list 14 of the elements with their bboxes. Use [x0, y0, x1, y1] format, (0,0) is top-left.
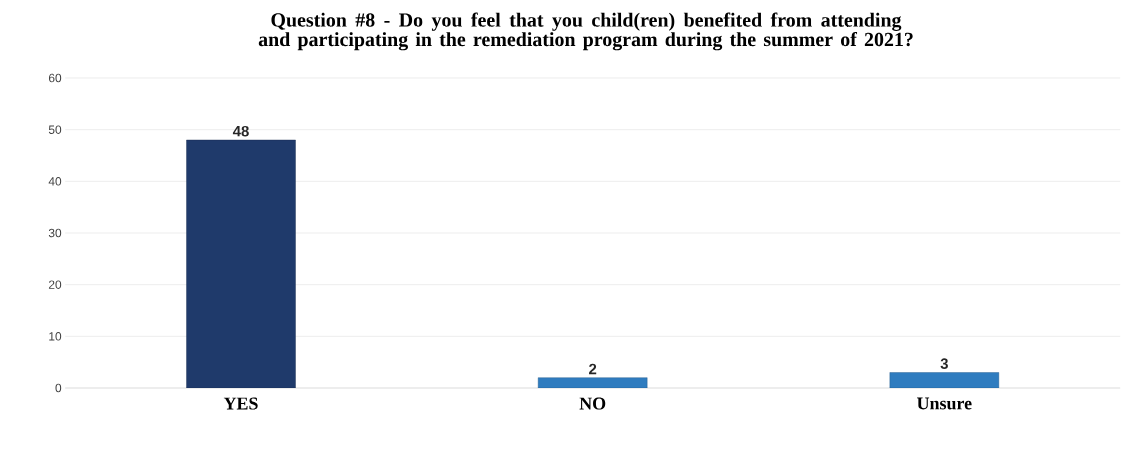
y-tick-label: 20: [48, 280, 62, 289]
data-label: 2: [589, 363, 597, 375]
chart-title: Question #8 - Do you feel that you child(ren) benefited from attending and participating in the remediation program during the summer of 2021?: [258, 12, 913, 51]
x-tick-label: YES: [223, 397, 258, 410]
y-tick-label: 10: [49, 332, 62, 341]
y-tick-label: 0: [55, 383, 62, 393]
y-tick-label: 40: [48, 177, 62, 186]
x-tick-label: NO: [579, 397, 606, 410]
x-tick-label: Unsure: [917, 397, 972, 410]
y-tick-label: 60: [48, 73, 62, 83]
y-tick-label: 30: [48, 228, 62, 238]
data-label: 48: [232, 125, 249, 137]
data-label: 3: [940, 358, 948, 369]
y-tick-label: 50: [48, 125, 62, 134]
